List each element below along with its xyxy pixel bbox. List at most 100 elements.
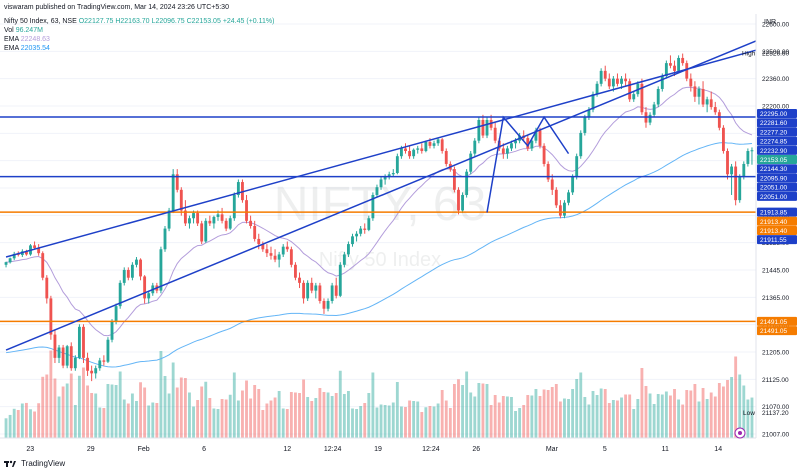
candle-body [558, 205, 562, 216]
volume-bar [395, 382, 399, 438]
volume-bar [554, 384, 558, 438]
time-axis: 23 29 Feb 6 12 12:24 19 12:24 26 Mar 5 11 14 [0, 437, 756, 453]
ohlc-open: O22127.75 [78, 18, 114, 25]
candle-body [183, 210, 187, 224]
candle-body [204, 220, 208, 242]
volume-bar [261, 410, 265, 438]
volume-bar [481, 383, 485, 438]
volume-bar [53, 378, 57, 438]
candle-body [481, 120, 485, 136]
candle-body [167, 210, 171, 229]
candle-body [139, 259, 142, 277]
volume-bar [571, 389, 575, 438]
tradingview-footer[interactable]: TradingView [4, 459, 65, 468]
volume-bar [29, 409, 32, 438]
volume-bar [204, 381, 208, 438]
volume-bar [648, 393, 652, 438]
price-label-tag [757, 207, 797, 217]
volume-bar [90, 393, 94, 438]
candle-body [314, 285, 318, 291]
candle-body [110, 321, 114, 340]
price-tick-label: 21365.00 [762, 295, 789, 302]
settings-icon[interactable] [734, 427, 746, 439]
price-tick-label: 21125.00 [762, 377, 789, 384]
price-label-tag [757, 136, 797, 146]
candle-body [505, 148, 509, 154]
candle-body [257, 238, 261, 245]
candle-body [126, 269, 130, 278]
candle-body [45, 277, 49, 299]
candle-body [330, 285, 334, 301]
candle-body [351, 236, 354, 245]
volume-bar [249, 398, 253, 438]
price-tick-label: 22600.00 [762, 22, 789, 29]
volume-bar [603, 389, 607, 438]
candle-body [571, 176, 575, 193]
candle-body [673, 65, 676, 71]
time-tick-label: 12 [283, 446, 291, 453]
volume-bar [473, 396, 477, 438]
candle-body [493, 127, 497, 141]
candle-body [656, 88, 660, 105]
volume-bar [216, 409, 220, 438]
time-tick-label: 19 [374, 446, 382, 453]
candle-body [595, 83, 599, 95]
price-label-text: 22281.60 [760, 120, 787, 127]
candle-body [285, 246, 289, 250]
candle-body [298, 277, 301, 283]
ohlc-close: C22153.05 [186, 18, 221, 25]
indicator-ema-short[interactable]: EMA 22248.63 [4, 35, 50, 44]
chart-grid [0, 23, 756, 435]
candle-body [69, 346, 73, 369]
price-label-text: 21911.55 [760, 237, 787, 244]
candle-body [359, 228, 363, 234]
price-label-text: 22095.90 [760, 175, 787, 182]
candle-body [49, 298, 53, 335]
candle-body [265, 249, 269, 254]
candle-body [420, 148, 424, 152]
candle-body [510, 143, 513, 149]
volume-bar [518, 408, 522, 438]
candle-body [660, 76, 664, 89]
price-label-tag [757, 191, 797, 201]
volume-bar [616, 400, 619, 438]
volume-bar [310, 401, 314, 438]
time-tick-label: 29 [87, 446, 95, 453]
volume-bar [241, 390, 244, 438]
candle-body [224, 220, 228, 229]
volume-bar [624, 394, 628, 438]
ohlc-low: L22096.75 [151, 18, 185, 25]
volume-bar [355, 409, 359, 438]
price-label-text: 22144.30 [760, 166, 787, 173]
candle-body [550, 179, 554, 190]
volume-bar [33, 411, 36, 438]
candle-body [147, 293, 151, 299]
indicator-vol[interactable]: Vol 96.247M [4, 26, 43, 35]
volume-bar [281, 408, 285, 438]
price-label-text: 21491.05 [760, 319, 787, 326]
volume-bar [461, 385, 464, 438]
time-tick-label: 6 [202, 446, 206, 453]
candle-body [334, 285, 338, 296]
candle-body [473, 140, 477, 154]
ema-short-line [5, 86, 753, 337]
volume-bar [171, 362, 175, 438]
candle-body [306, 282, 310, 299]
candle-body [371, 194, 375, 219]
volume-bar [713, 396, 717, 438]
volume-bar [245, 380, 248, 438]
indicator-label: EMA [4, 45, 19, 52]
candle-body [269, 253, 273, 256]
candle-body [628, 81, 632, 100]
indicator-ema-long[interactable]: EMA 22035.54 [4, 44, 50, 53]
candle-body [261, 244, 265, 250]
candle-body [444, 151, 448, 164]
tradingview-logo-icon [4, 460, 16, 467]
volume-bar [126, 403, 130, 438]
volume-bar [497, 402, 501, 438]
price-label-tag [757, 326, 797, 336]
candle-body [640, 83, 644, 113]
volume-bar [399, 406, 403, 438]
volume-bar [599, 388, 603, 438]
